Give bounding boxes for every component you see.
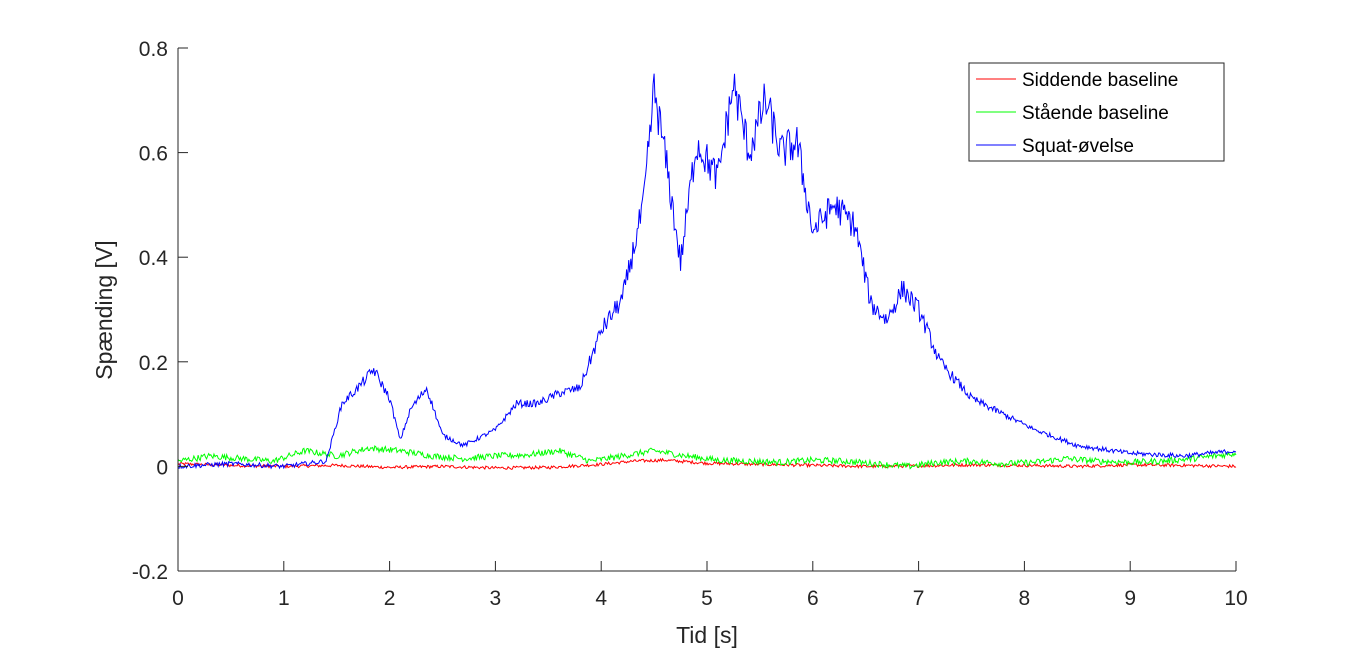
x-tick-label: 8: [1019, 587, 1031, 610]
y-tick-label: 0.2: [139, 352, 168, 375]
x-tick-label: 5: [701, 587, 713, 610]
x-tick-label: 10: [1224, 587, 1247, 610]
x-tick-label: 3: [490, 587, 502, 610]
y-tick-label: 0.6: [139, 143, 168, 166]
x-tick-label: 4: [595, 587, 607, 610]
series-line-squat-oevelse: [177, 73, 1237, 470]
x-tick-label: 6: [807, 587, 819, 610]
y-tick-label: 0: [156, 456, 168, 479]
y-tick-label: 0.8: [139, 38, 168, 61]
x-axis-title: Tid [s]: [676, 622, 738, 648]
x-tick-label: 0: [172, 587, 184, 610]
series-line-staaende-baseline: [177, 445, 1237, 470]
x-tick-label: 2: [384, 587, 396, 610]
y-tick-label: 0.4: [139, 247, 169, 270]
y-tick-label: -0.2: [132, 561, 168, 584]
legend-label-siddende-baseline: Siddende baseline: [1022, 70, 1178, 91]
legend: Siddende baseline Stående baseline Squat…: [968, 62, 1225, 162]
legend-label-staaende-baseline: Stående baseline: [1022, 103, 1169, 124]
y-axis-title: Spænding [V]: [91, 240, 117, 379]
x-tick-label: 7: [913, 587, 925, 610]
ticks-layer: 0 1 2 3 4 5 6 7 8 9 10-0.200.20.40.60.8: [132, 38, 1248, 610]
series-layer: [177, 73, 1237, 471]
legend-label-squat-oevelse: Squat-øvelse: [1022, 136, 1134, 157]
x-tick-label: 1: [278, 587, 290, 610]
x-tick-label: 9: [1124, 587, 1136, 610]
series-line-siddende-baseline: [177, 457, 1237, 471]
